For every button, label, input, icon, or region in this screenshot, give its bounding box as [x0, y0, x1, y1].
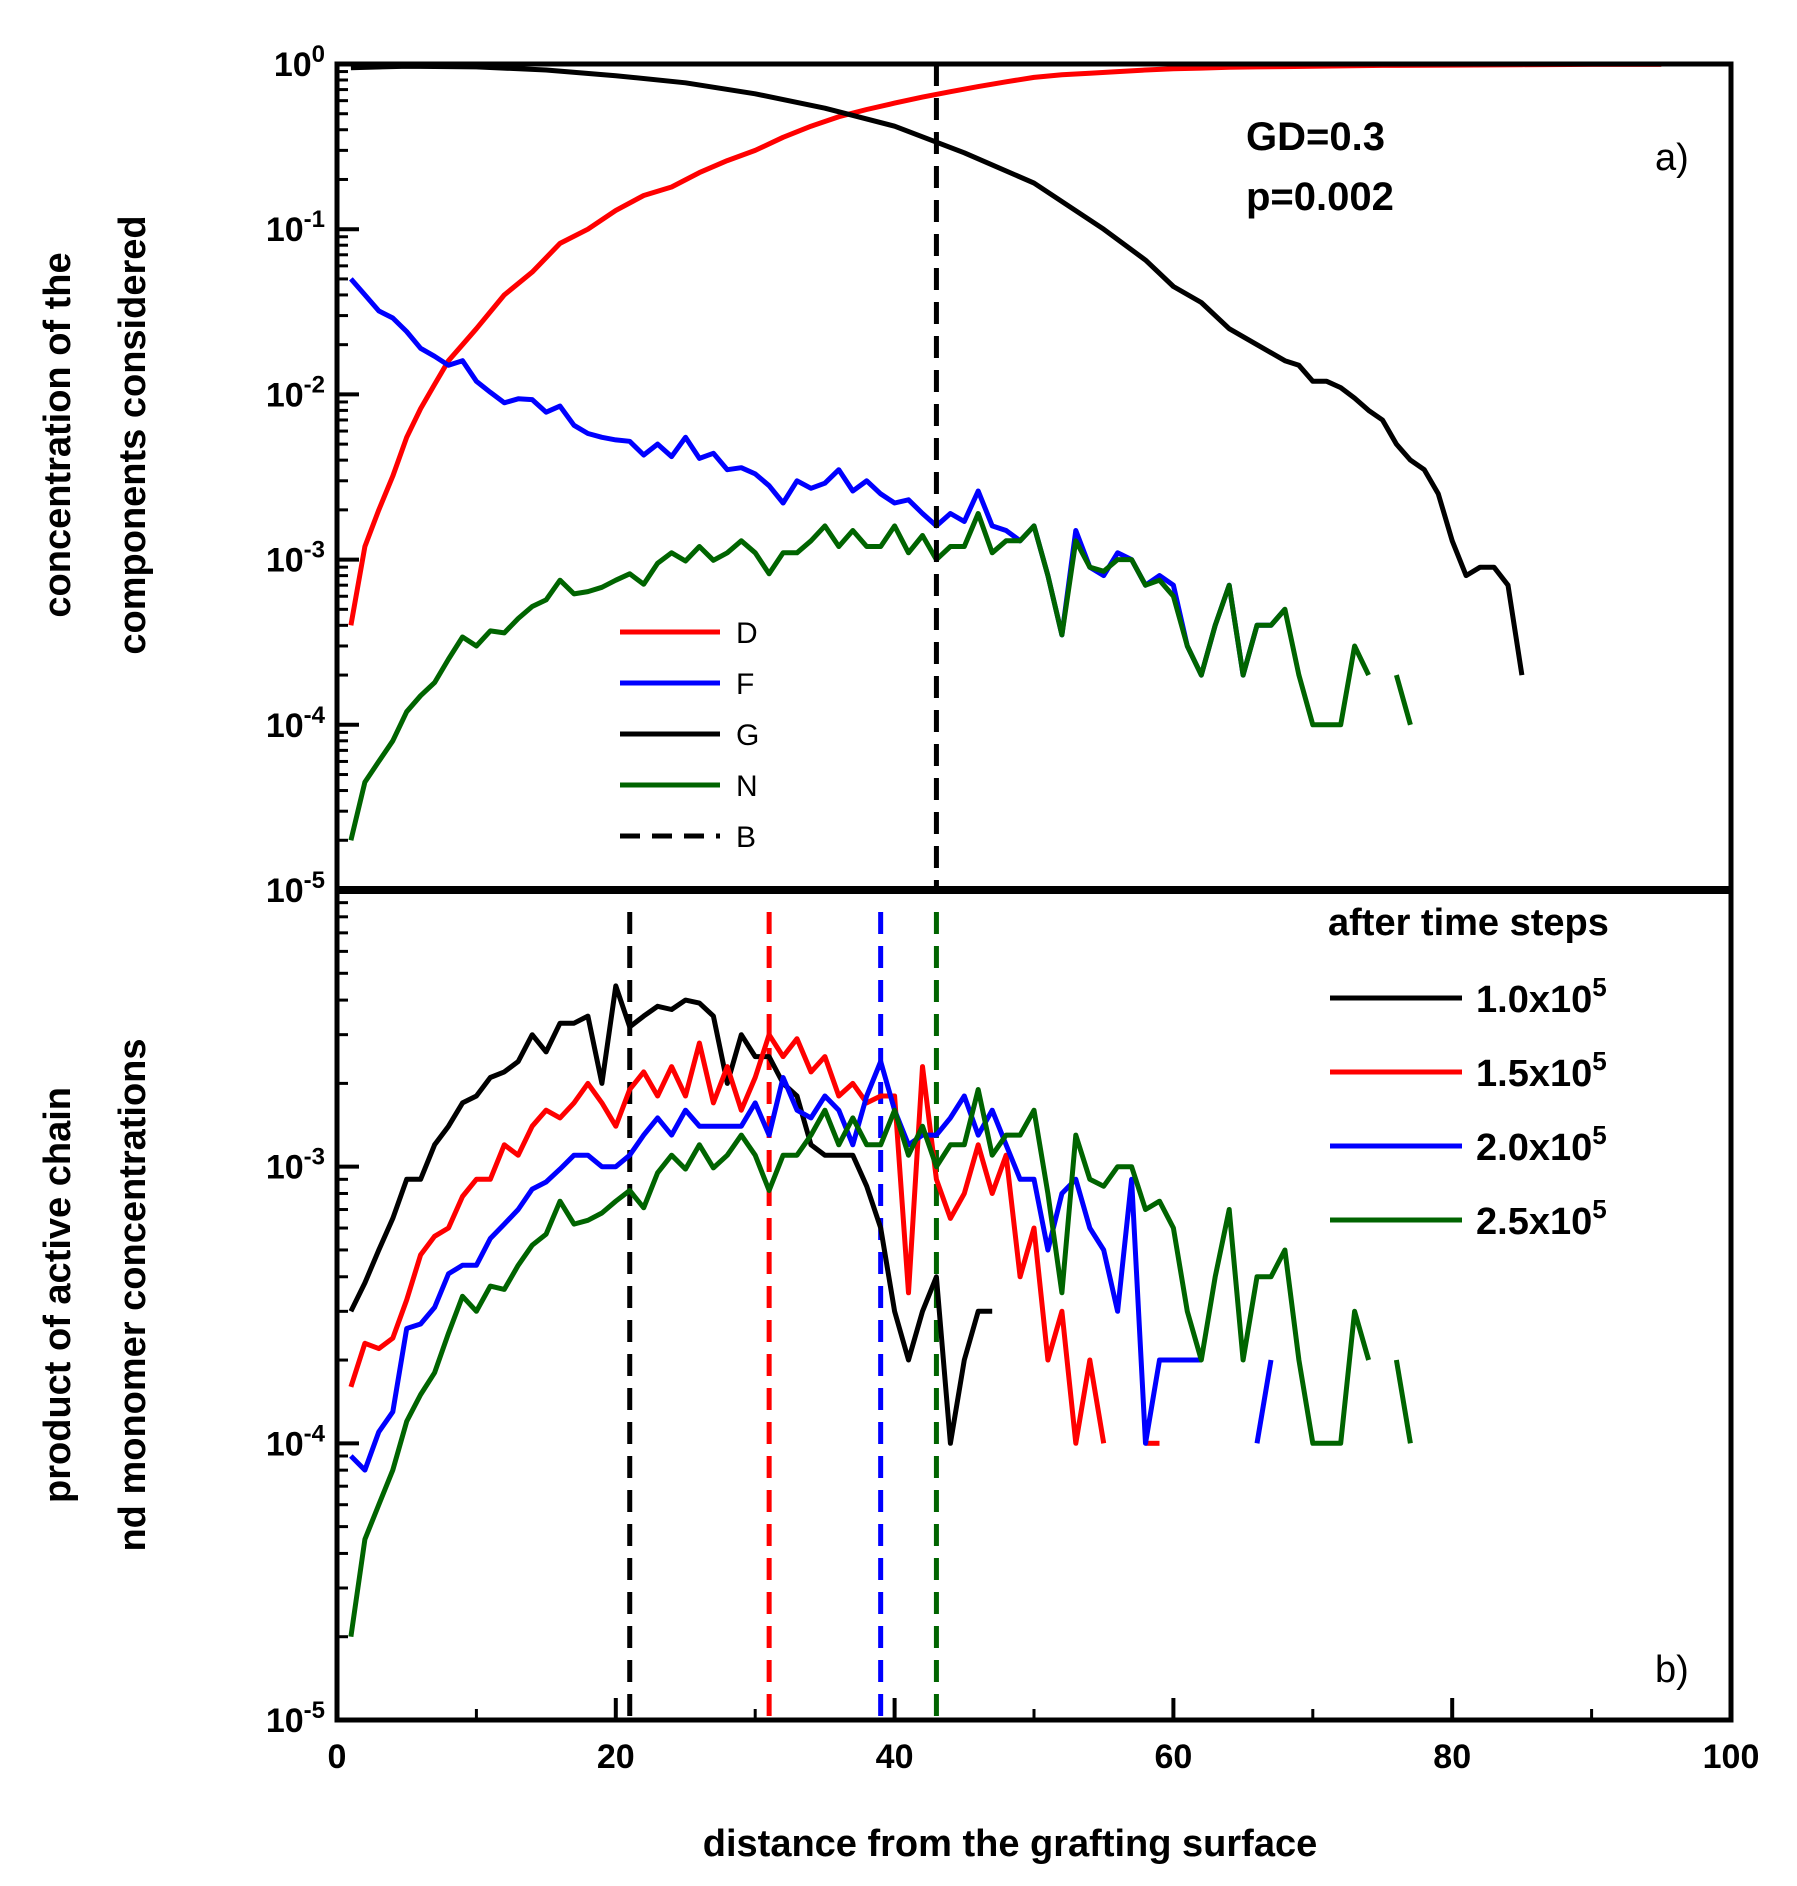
x-tick-label: 0: [328, 1738, 347, 1776]
tick-exponent: -2: [304, 371, 325, 398]
x-axis-title: distance from the grafting surface: [703, 1823, 1317, 1865]
panel-b-y-tick-labels: 10-310-410-5: [266, 1144, 326, 1740]
panel-a-y-tick-label: 10-4: [266, 702, 326, 745]
panel-a-y-tick-label: 10-5: [266, 867, 325, 910]
x-tick-label: 100: [1703, 1738, 1760, 1776]
panel-a-series-d-line-1: [348, 64, 1662, 626]
tick-exponent: -1: [304, 206, 325, 233]
panel-a-y-tick-label: 10-3: [266, 537, 325, 580]
legend-label-n: N: [736, 770, 758, 803]
legend-label-b: B: [736, 821, 756, 854]
panel-a-series-f-line-1: [349, 277, 1287, 678]
legend-label-4: 2.5x105: [1476, 1194, 1607, 1243]
tick-exponent: -5: [304, 867, 325, 894]
panel-a-plot-area: [348, 64, 1662, 890]
legend-title: after time steps: [1328, 902, 1609, 944]
tick-base: 10: [266, 1702, 304, 1740]
tick-base: 10: [266, 376, 304, 414]
annotation-p: p=0.002: [1246, 175, 1394, 219]
legend-label-base: 2.5x10: [1476, 1201, 1592, 1243]
legend-label-base: 1.0x10: [1476, 979, 1592, 1021]
panel-a-label: a): [1655, 137, 1689, 179]
panel-a-y-ticks: [337, 62, 359, 842]
panel-b: 10-310-410-5 0 20 40 60 80 100 product of act…: [37, 901, 1760, 1865]
panel-b-x-tick-labels: 0 20 40 60 80 100: [328, 1738, 1760, 1776]
panel-b-y-axis-title-line-2: nd monomer concentrations: [112, 1038, 154, 1551]
panel-b-plot-area: [348, 912, 1413, 1720]
panel-a-y-tick-label: 10-2: [266, 371, 325, 414]
panel-b-legend: after time steps 1.0x1051.5x1052.0x1052.…: [1328, 902, 1609, 1243]
legend-label-3: 2.0x105: [1476, 1120, 1607, 1169]
panel-b-y-tick-label: 10-5: [266, 1697, 325, 1740]
legend-label-g: G: [736, 719, 759, 752]
panel-a-y-tick-label: 10-1: [266, 206, 325, 249]
panel-a-y-axis-title-line-1: concentration of the: [37, 252, 79, 617]
legend-label-exponent: 5: [1592, 972, 1606, 1002]
x-tick-label: 40: [876, 1738, 914, 1776]
tick-base: 10: [266, 1149, 304, 1187]
panel-a-y-tick-label: 100: [274, 41, 325, 84]
panel-b-series-1-5x10-line-1: [348, 1032, 1107, 1446]
panel-b-series-1-0x10-line-1: [348, 983, 993, 1446]
tick-base: 10: [266, 1425, 304, 1463]
panel-b-series-2-5x10-line-2: [1393, 1359, 1413, 1444]
legend-label-2: 1.5x105: [1476, 1046, 1607, 1095]
legend-label-exponent: 5: [1592, 1046, 1606, 1076]
tick-exponent: -4: [304, 702, 326, 729]
x-tick-label: 60: [1154, 1738, 1192, 1776]
legend-label-1: 1.0x105: [1476, 972, 1607, 1021]
tick-exponent: -3: [304, 537, 325, 564]
panel-b-y-axis-title-line-1: product of active chain: [37, 1087, 79, 1503]
panel-b-series-2-5x10-line-1: [348, 1087, 1372, 1638]
legend-label-d: D: [736, 617, 758, 650]
panel-b-ticks: [335, 901, 1733, 1720]
legend-label-exponent: 5: [1592, 1120, 1606, 1150]
panel-a-series-n-line-2: [1393, 674, 1413, 726]
legend-label-base: 1.5x10: [1476, 1053, 1592, 1095]
annotation-gd: GD=0.3: [1246, 115, 1385, 159]
plot-frame: [334, 61, 1734, 1723]
tick-exponent: -3: [304, 1144, 325, 1171]
panel-a-y-axis-title-line-2: components considered: [112, 215, 154, 654]
tick-exponent: 0: [312, 41, 325, 68]
panel-b-y-tick-label: 10-4: [266, 1420, 326, 1463]
tick-base: 10: [266, 211, 304, 249]
legend-label-exponent: 5: [1592, 1194, 1606, 1224]
panel-b-y-tick-label: 10-3: [266, 1144, 325, 1187]
panel-a-series-g-line-1: [350, 64, 1525, 676]
panel-b-series-2-0x10-line-2: [1254, 1359, 1274, 1444]
tick-base: 10: [274, 46, 312, 84]
panel-a-series-n-line-1: [348, 511, 1371, 841]
x-tick-label: 20: [597, 1738, 635, 1776]
tick-base: 10: [266, 542, 304, 580]
legend-label-base: 2.0x10: [1476, 1127, 1592, 1169]
panel-b-label: b): [1655, 1649, 1689, 1691]
tick-exponent: -4: [304, 1420, 326, 1447]
tick-exponent: -5: [304, 1697, 325, 1724]
panel-b-series-2-0x10-line-1: [349, 1059, 1202, 1473]
tick-base: 10: [266, 707, 304, 745]
tick-base: 10: [266, 872, 304, 910]
legend-label-f: F: [736, 668, 754, 701]
x-tick-label: 80: [1433, 1738, 1471, 1776]
